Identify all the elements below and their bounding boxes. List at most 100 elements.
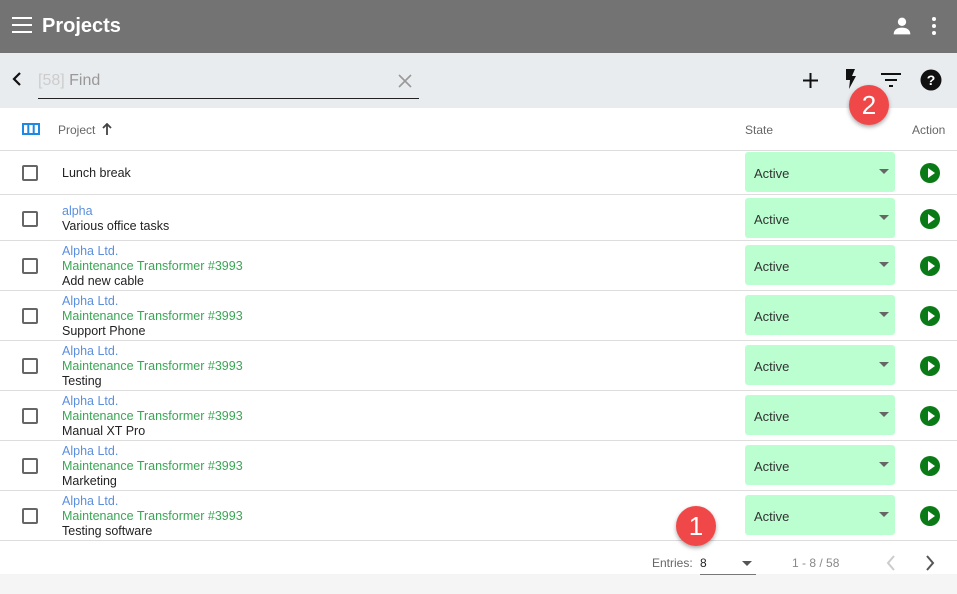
customer-link[interactable]: Alpha Ltd. xyxy=(62,343,119,358)
project-name: Various office tasks xyxy=(62,218,170,233)
projects-table: Project State Action Lunch break Active al… xyxy=(0,108,957,541)
annotation-badge-2: 2 xyxy=(849,85,889,125)
project-name: Manual XT Pro xyxy=(62,423,146,438)
start-play-icon[interactable] xyxy=(920,406,940,426)
start-play-icon[interactable] xyxy=(920,506,940,526)
state-value: Active xyxy=(754,509,790,524)
column-state: State xyxy=(745,123,774,137)
dropdown-arrow-icon xyxy=(879,214,889,220)
customer-link[interactable]: Alpha Ltd. xyxy=(62,393,119,408)
project-cell: Alpha Ltd. Maintenance Transformer #3993 S… xyxy=(62,294,243,339)
dropdown-arrow-icon xyxy=(742,561,752,566)
state-value: Active xyxy=(754,459,790,474)
filter-icon[interactable] xyxy=(881,73,901,87)
search-toolbar: [58] Find ? xyxy=(0,53,957,108)
customer-link[interactable]: Alpha Ltd. xyxy=(62,293,119,308)
page-title: Projects xyxy=(42,15,121,37)
row-checkbox[interactable] xyxy=(22,258,38,274)
project-name: Testing xyxy=(62,373,102,388)
annotation-badge-1: 1 xyxy=(676,506,716,546)
table-row[interactable]: Alpha Ltd. Maintenance Transformer #3993 A… xyxy=(0,241,957,291)
add-icon[interactable] xyxy=(802,72,819,89)
start-play-icon[interactable] xyxy=(920,163,940,183)
project-cell: Alpha Ltd. Maintenance Transformer #3993 M… xyxy=(62,444,243,489)
svg-text:?: ? xyxy=(927,72,936,88)
more-vert-icon[interactable] xyxy=(930,16,938,36)
state-select[interactable]: Active xyxy=(745,345,895,385)
project-cell: Alpha Ltd. Maintenance Transformer #3993 T… xyxy=(62,344,243,389)
search-input[interactable]: [58] Find xyxy=(38,67,419,99)
row-checkbox[interactable] xyxy=(22,308,38,324)
state-select[interactable]: Active xyxy=(745,395,895,435)
customer-link[interactable]: Alpha Ltd. xyxy=(62,493,119,508)
state-select[interactable]: Active xyxy=(745,445,895,485)
page-range: 1 - 8 / 58 xyxy=(792,556,840,570)
search-placeholder: Find xyxy=(69,72,101,89)
table-row[interactable]: Lunch break Active xyxy=(0,151,957,195)
row-checkbox[interactable] xyxy=(22,458,38,474)
parent-project-link[interactable]: Maintenance Transformer #3993 xyxy=(62,358,243,373)
account-icon[interactable] xyxy=(892,16,912,36)
sort-ascending-icon[interactable] xyxy=(102,123,112,135)
hamburger-menu-icon[interactable] xyxy=(12,17,32,33)
row-checkbox[interactable] xyxy=(22,210,38,227)
state-select[interactable]: Active xyxy=(745,197,895,238)
customer-link[interactable]: Alpha Ltd. xyxy=(62,443,119,458)
state-value: Active xyxy=(754,166,790,181)
table-row[interactable]: alpha Various office tasks Active xyxy=(0,196,957,241)
project-name: Add new cable xyxy=(62,273,145,288)
row-checkbox[interactable] xyxy=(22,165,38,181)
entries-value: 8 xyxy=(700,556,707,570)
state-select[interactable]: Active xyxy=(745,152,895,192)
project-cell: Alpha Ltd. Maintenance Transformer #3993 M… xyxy=(62,394,243,439)
project-name: Lunch break xyxy=(62,165,131,180)
state-value: Active xyxy=(754,259,790,274)
customer-link[interactable]: alpha xyxy=(62,203,93,218)
state-select[interactable]: Active xyxy=(745,495,895,535)
entries-label: Entries: xyxy=(652,556,693,570)
column-project[interactable]: Project xyxy=(58,123,96,137)
row-checkbox[interactable] xyxy=(22,358,38,374)
state-value: Active xyxy=(754,409,790,424)
table-row[interactable]: Alpha Ltd. Maintenance Transformer #3993 T… xyxy=(0,341,957,391)
table-row[interactable]: Alpha Ltd. Maintenance Transformer #3993 S… xyxy=(0,291,957,341)
state-select[interactable]: Active xyxy=(745,245,895,285)
parent-project-link[interactable]: Maintenance Transformer #3993 xyxy=(62,308,243,323)
row-checkbox[interactable] xyxy=(22,508,38,524)
project-cell: alpha Various office tasks xyxy=(62,204,169,234)
customer-link[interactable]: Alpha Ltd. xyxy=(62,243,119,258)
flash-icon[interactable] xyxy=(845,69,857,89)
column-action: Action xyxy=(912,123,946,137)
table-header: Project State Action xyxy=(0,108,957,151)
table-row[interactable]: Alpha Ltd. Maintenance Transformer #3993 M… xyxy=(0,391,957,441)
help-icon[interactable]: ? xyxy=(920,69,942,91)
state-select[interactable]: Active xyxy=(745,295,895,335)
table-row[interactable]: Alpha Ltd. Maintenance Transformer #3993 M… xyxy=(0,441,957,491)
columns-icon[interactable] xyxy=(22,123,40,135)
start-play-icon[interactable] xyxy=(920,356,940,376)
dropdown-arrow-icon xyxy=(879,262,889,267)
parent-project-link[interactable]: Maintenance Transformer #3993 xyxy=(62,408,243,423)
state-value: Active xyxy=(754,359,790,374)
dropdown-arrow-icon xyxy=(879,412,889,417)
pagination-footer: Entries: 8 1 - 8 / 58 xyxy=(0,541,957,575)
prev-page-icon[interactable] xyxy=(886,555,896,571)
back-icon[interactable] xyxy=(12,72,22,86)
table-row[interactable]: Alpha Ltd. Maintenance Transformer #3993 T… xyxy=(0,491,957,541)
parent-project-link[interactable]: Maintenance Transformer #3993 xyxy=(62,458,243,473)
parent-project-link[interactable]: Maintenance Transformer #3993 xyxy=(62,508,243,523)
dropdown-arrow-icon xyxy=(879,512,889,517)
project-cell: Alpha Ltd. Maintenance Transformer #3993 A… xyxy=(62,244,243,289)
parent-project-link[interactable]: Maintenance Transformer #3993 xyxy=(62,258,243,273)
clear-icon[interactable] xyxy=(397,73,413,89)
row-checkbox[interactable] xyxy=(22,408,38,424)
start-play-icon[interactable] xyxy=(920,208,940,229)
next-page-icon[interactable] xyxy=(925,555,935,571)
project-name: Support Phone xyxy=(62,323,146,338)
project-cell: Alpha Ltd. Maintenance Transformer #3993 T… xyxy=(62,494,243,539)
start-play-icon[interactable] xyxy=(920,306,940,326)
start-play-icon[interactable] xyxy=(920,256,940,276)
entries-select[interactable]: 8 xyxy=(700,553,756,575)
state-value: Active xyxy=(754,309,790,324)
start-play-icon[interactable] xyxy=(920,456,940,476)
